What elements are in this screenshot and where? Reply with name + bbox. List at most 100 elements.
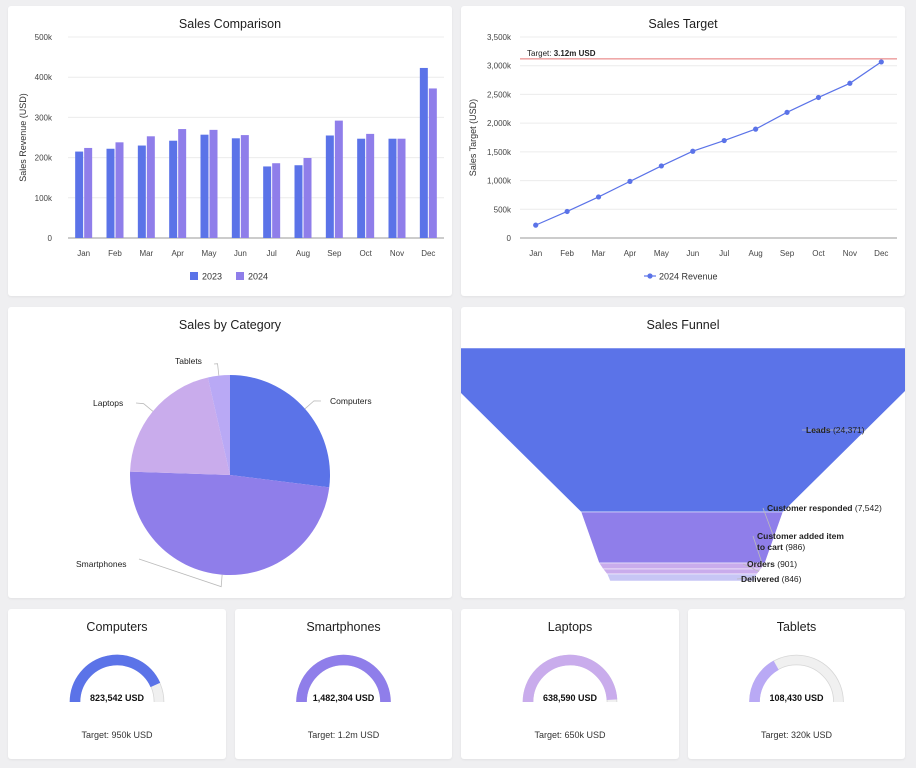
funnel-stage-delivered xyxy=(606,573,758,582)
point-Nov xyxy=(847,80,853,86)
gauge-fill xyxy=(749,660,779,703)
target-label: Target: 3.12m USD xyxy=(527,49,596,58)
gauge-chart: 638,590 USD xyxy=(522,654,618,703)
funnel-leader-line xyxy=(752,535,764,567)
gauge-value-label: 1,482,304 USD xyxy=(313,693,375,703)
bar-2023-May xyxy=(200,134,209,238)
legend-swatch xyxy=(190,272,198,280)
bar-2023-Aug xyxy=(294,165,303,238)
y-axis-title: Sales Target (USD) xyxy=(468,99,478,176)
pie-leader-line xyxy=(213,363,220,376)
y-tick-label: 0 xyxy=(507,234,512,243)
funnel-label: Leads (24,371) xyxy=(806,425,865,435)
gauge-title: Smartphones xyxy=(306,620,381,634)
bar-2024-Apr xyxy=(178,129,187,238)
point-Apr xyxy=(627,178,633,184)
x-tick-label: Oct xyxy=(812,249,825,258)
y-tick-label: 3,500k xyxy=(487,33,512,42)
funnel-stage-value: (986) xyxy=(783,542,805,552)
point-Jul xyxy=(721,137,727,144)
y-tick-label: 200k xyxy=(35,154,53,163)
gauge-target-text: Target: 950k USD xyxy=(81,730,153,740)
bar-2024-Dec xyxy=(428,88,437,239)
bar-2023-Sep xyxy=(325,135,334,238)
gauge-target-text: Target: 1.2m USD xyxy=(307,730,380,740)
x-tick-label: Jul xyxy=(267,249,277,258)
pie-leader-line xyxy=(304,400,322,410)
sales-funnel-card: Sales Funnel Leads (24,371) Customer resp… xyxy=(461,307,905,598)
gauge-target-text: Target: 650k USD xyxy=(534,730,606,740)
funnel-stage-name: Customer added item xyxy=(757,531,844,541)
pie-leader-line xyxy=(135,402,154,412)
bar-2023-Nov xyxy=(388,138,397,238)
x-tick-label: Sep xyxy=(327,249,342,258)
point-Sep xyxy=(784,109,790,115)
y-tick-label: 100k xyxy=(35,194,53,203)
bar-2024-Nov xyxy=(397,138,406,238)
pie-label: Laptops xyxy=(93,398,123,408)
point-Oct xyxy=(815,94,822,101)
x-tick-label: Nov xyxy=(390,249,404,258)
x-tick-label: Jun xyxy=(234,249,247,258)
y-tick-label: 2,000k xyxy=(487,119,512,128)
funnel-label: Orders (901) xyxy=(747,559,797,569)
x-tick-label: Oct xyxy=(359,249,372,258)
bar-2024-Jun xyxy=(240,135,249,238)
y-tick-label: 400k xyxy=(35,73,53,82)
y-tick-label: 3,000k xyxy=(487,62,512,71)
sales-funnel-chart: Leads (24,371) Customer responded (7,542)… xyxy=(461,347,905,584)
x-tick-label: Feb xyxy=(560,249,574,258)
funnel-stage-value: (846) xyxy=(779,574,801,584)
bar-2024-May xyxy=(209,129,218,238)
gauge-card-computers: Computers 823,542 USD Target: 950k USD xyxy=(8,609,226,759)
gauge-fill xyxy=(69,654,161,703)
bar-2024-Mar xyxy=(146,136,155,238)
legend-marker xyxy=(647,273,653,279)
sales-comparison-card: Sales Comparison 0 100k 200k 300k 400k 500k Sa… xyxy=(8,6,452,296)
bar-2023-Oct xyxy=(357,138,366,238)
y-tick-label: 500k xyxy=(35,33,53,42)
gauge-title: Computers xyxy=(86,620,148,634)
funnel-stage-name-line2: to cart xyxy=(757,542,783,552)
point-Jan xyxy=(533,222,539,228)
funnel-stage-name: Delivered xyxy=(741,574,779,584)
funnel-stage-value: (901) xyxy=(775,559,797,569)
sales-funnel-title: Sales Funnel xyxy=(646,318,720,332)
gauge-title: Laptops xyxy=(547,620,593,634)
bar-2024-Jul xyxy=(272,163,281,238)
bar-2023-Jul xyxy=(263,166,272,238)
sales-by-category-card: Sales by Category Computers Smartphones La… xyxy=(8,307,452,598)
x-tick-label: Nov xyxy=(843,249,857,258)
y-tick-label: 2,500k xyxy=(487,90,512,99)
x-tick-label: Jan xyxy=(77,249,90,258)
bar-2023-Jan xyxy=(75,151,84,238)
x-tick-label: Dec xyxy=(421,249,435,258)
bar-2024-Jan xyxy=(84,147,93,238)
funnel-stage-name: Customer responded xyxy=(767,503,853,513)
pie-slice-tablets xyxy=(207,375,230,475)
point-Feb xyxy=(564,208,570,215)
sales-target-card: Sales Target 0 500k 1,000k 1,500k 2,000k 2,50… xyxy=(461,6,905,296)
gauge-value-label: 823,542 USD xyxy=(90,693,145,703)
point-Jun xyxy=(690,148,696,154)
x-tick-label: Jul xyxy=(719,249,729,258)
gauge-value-label: 108,430 USD xyxy=(769,693,824,703)
bar-2024-Sep xyxy=(334,120,343,238)
funnel-leader-line xyxy=(736,577,756,580)
x-tick-label: Aug xyxy=(296,249,310,258)
y-axis-title: Sales Revenue (USD) xyxy=(18,93,28,182)
bar-2023-Apr xyxy=(169,140,178,238)
pie-label: Tablets xyxy=(175,356,202,366)
bar-2023-Dec xyxy=(419,67,428,238)
target-label-value: 3.12m USD xyxy=(554,49,596,58)
gauge-fill xyxy=(522,654,618,703)
funnel-stage-value: (24,371) xyxy=(831,425,865,435)
legend-swatch xyxy=(236,272,244,280)
funnel-stage-name: Orders xyxy=(747,559,775,569)
pie-slice-smartphones xyxy=(130,471,330,575)
pie-leader-line xyxy=(138,558,223,588)
x-tick-label: Mar xyxy=(139,249,153,258)
funnel-label: Customer added item to cart (986) xyxy=(757,531,844,552)
pie-label: Computers xyxy=(330,396,372,406)
gauge-target-text: Target: 320k USD xyxy=(760,730,833,740)
